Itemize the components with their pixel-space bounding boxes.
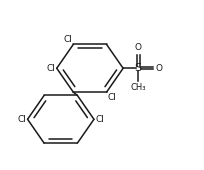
Text: O: O [135,43,142,52]
Text: Cl: Cl [63,35,72,44]
Text: Cl: Cl [46,64,55,73]
Text: CH₃: CH₃ [131,83,146,92]
Text: Cl: Cl [108,93,116,102]
Text: Cl: Cl [17,115,26,124]
Text: O: O [156,64,163,73]
Text: Cl: Cl [95,115,104,124]
Text: S: S [135,63,142,73]
